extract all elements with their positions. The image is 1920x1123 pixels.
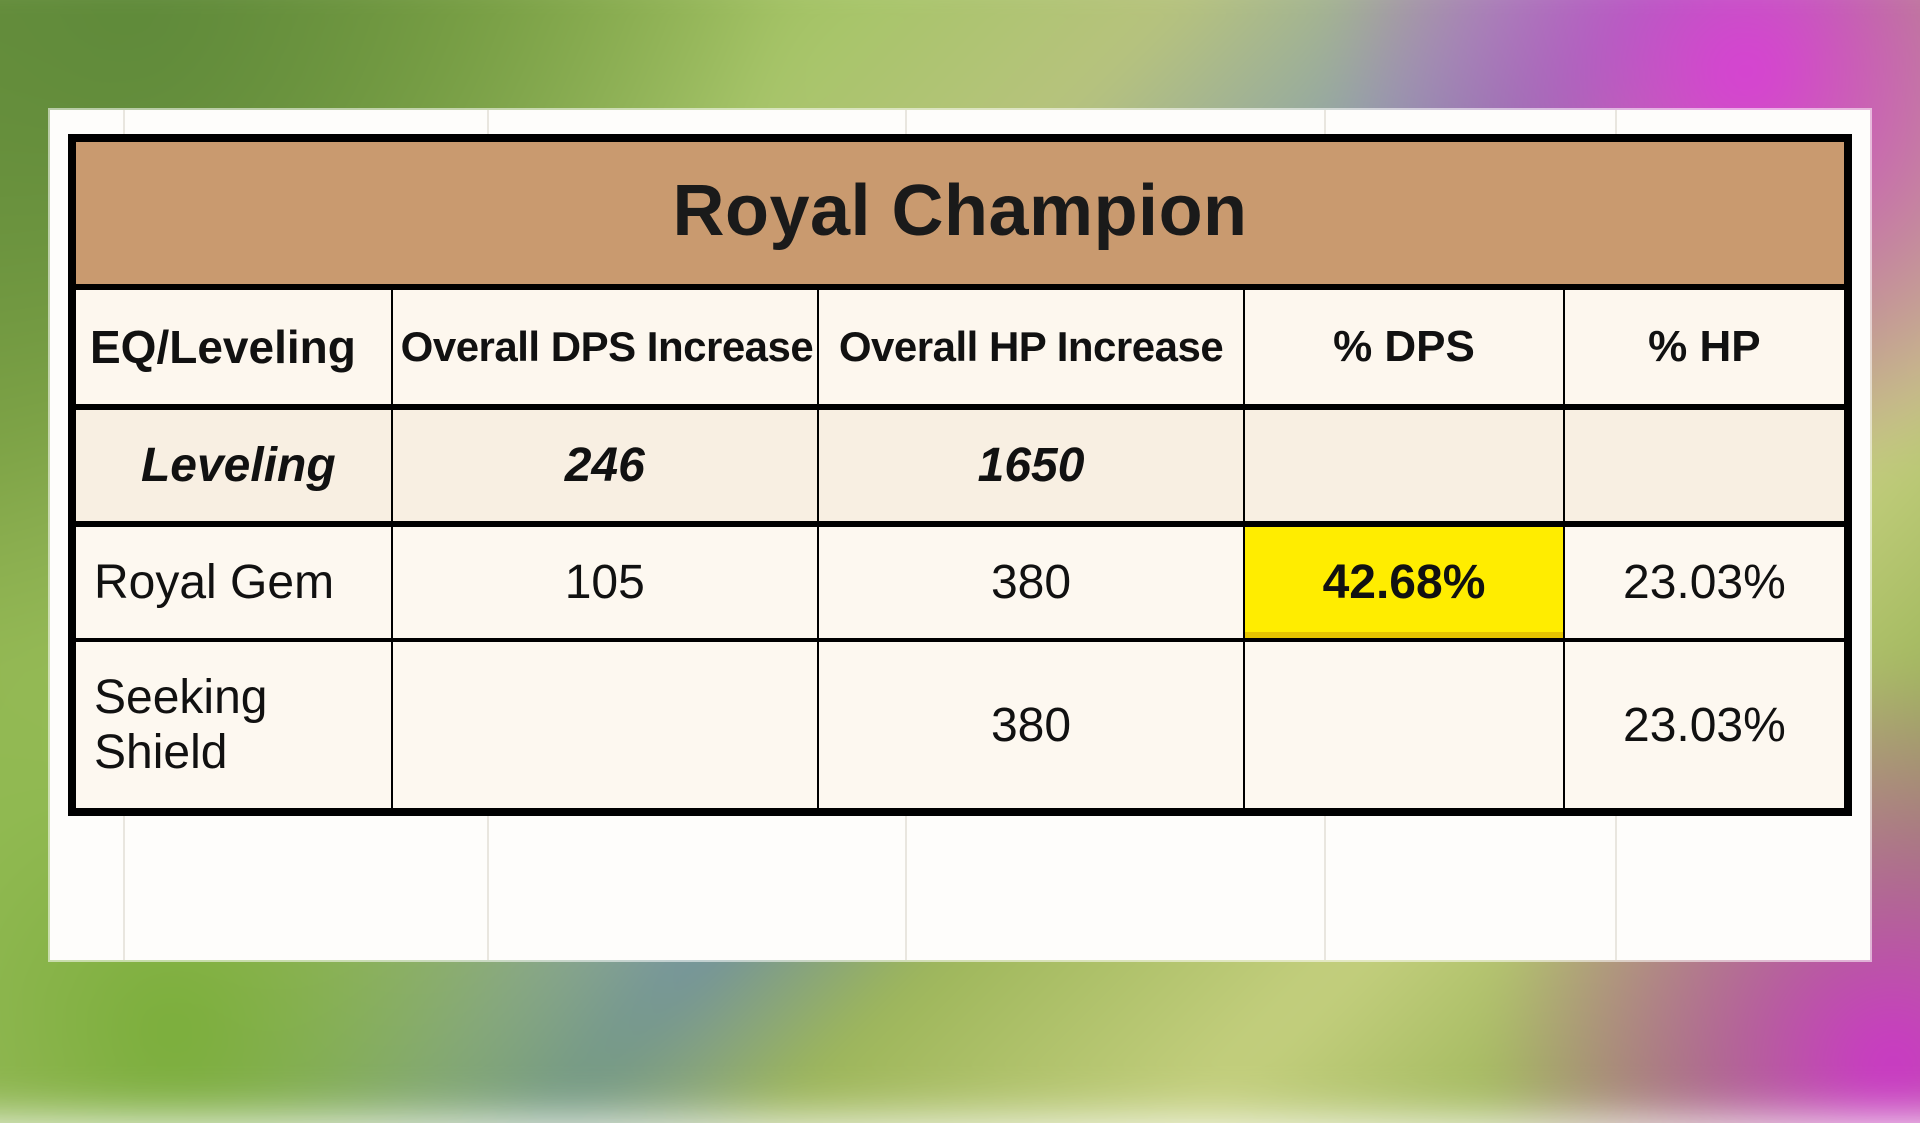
cell-pd: 42.68% xyxy=(1244,524,1564,640)
table-panel: Royal Champion EQ/Leveling Overall DPS I… xyxy=(50,110,1870,960)
col-header-pd: % DPS xyxy=(1244,287,1564,407)
col-header-hp: Overall HP Increase xyxy=(818,287,1244,407)
col-header-dps: Overall DPS Increase xyxy=(392,287,818,407)
cell-ph: 23.03% xyxy=(1564,640,1848,812)
cell-eq: Leveling xyxy=(72,407,392,524)
cell-hp: 380 xyxy=(818,640,1244,812)
cell-dps xyxy=(392,640,818,812)
column-headers-row: EQ/Leveling Overall DPS Increase Overall… xyxy=(72,287,1848,407)
cell-hp: 380 xyxy=(818,524,1244,640)
cell-eq: Seeking Shield xyxy=(72,640,392,812)
col-header-ph: % HP xyxy=(1564,287,1848,407)
cell-dps: 105 xyxy=(392,524,818,640)
col-header-eq: EQ/Leveling xyxy=(72,287,392,407)
leveling-row: Leveling2461650 xyxy=(72,407,1848,524)
table-row: Seeking Shield 380 23.03% xyxy=(72,640,1848,812)
cell-pd xyxy=(1244,640,1564,812)
table-title: Royal Champion xyxy=(72,138,1848,287)
table-row: Royal Gem10538042.68%23.03% xyxy=(72,524,1848,640)
cell-dps: 246 xyxy=(392,407,818,524)
cell-eq: Royal Gem xyxy=(72,524,392,640)
cell-pd xyxy=(1244,407,1564,524)
table-body: Leveling2461650Royal Gem10538042.68%23.0… xyxy=(72,407,1848,812)
cell-ph: 23.03% xyxy=(1564,524,1848,640)
cell-hp: 1650 xyxy=(818,407,1244,524)
royal-champion-table: Royal Champion EQ/Leveling Overall DPS I… xyxy=(68,134,1852,816)
cell-ph xyxy=(1564,407,1848,524)
